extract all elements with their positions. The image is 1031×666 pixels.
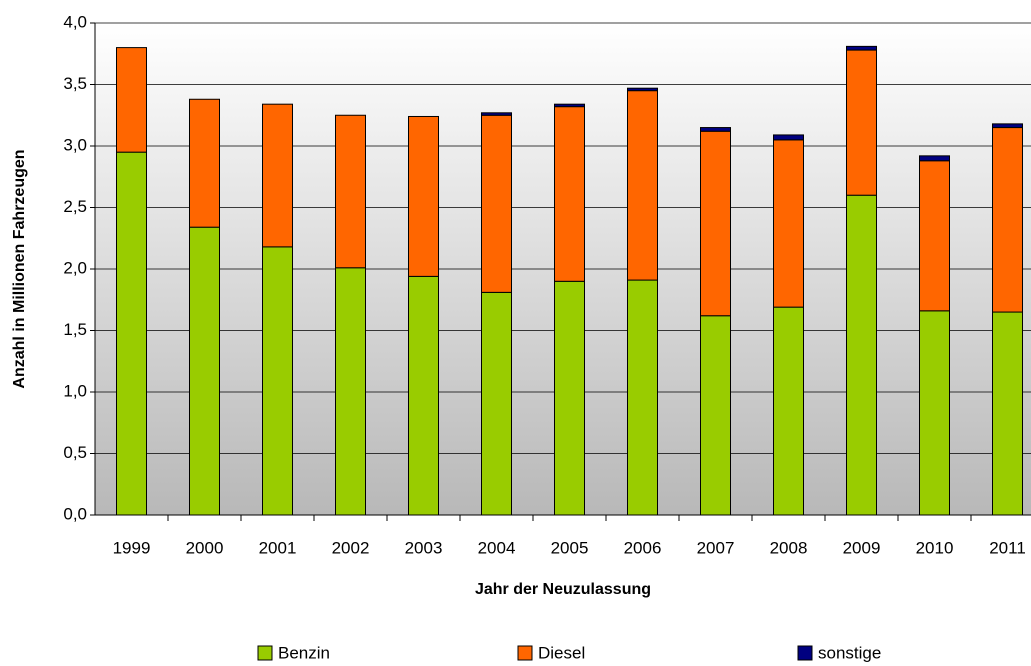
legend-label: sonstige xyxy=(818,643,881,662)
bar-segment xyxy=(919,160,950,312)
x-tick-label: 2011 xyxy=(989,538,1026,557)
x-tick-label: 2006 xyxy=(624,538,662,557)
bar-segment xyxy=(627,279,658,516)
bar-segment xyxy=(773,306,804,516)
bar-segment xyxy=(116,151,147,516)
bar-segment xyxy=(408,115,439,277)
x-tick-label: 2001 xyxy=(259,538,297,557)
bar-segment xyxy=(262,103,293,248)
y-tick-label: 0,0 xyxy=(63,504,87,523)
y-tick-label: 2,5 xyxy=(63,197,87,216)
y-tick-label: 3,0 xyxy=(63,135,87,154)
bar-segment xyxy=(992,311,1023,516)
bar-segment xyxy=(116,47,147,153)
bar-segment xyxy=(189,226,220,516)
y-tick-label: 2,0 xyxy=(63,258,87,277)
x-tick-label: 2009 xyxy=(843,538,881,557)
x-tick-label: 2003 xyxy=(405,538,443,557)
bar-segment xyxy=(992,123,1023,129)
bar-segment xyxy=(919,310,950,516)
bar-segment xyxy=(262,246,293,516)
x-tick-label: 2008 xyxy=(770,538,808,557)
bar-segment xyxy=(700,315,731,516)
bar-segment xyxy=(408,275,439,516)
x-tick-label: 2007 xyxy=(697,538,735,557)
legend-label: Benzin xyxy=(278,643,330,662)
bar-segment xyxy=(846,194,877,516)
legend-swatch xyxy=(797,645,813,661)
x-tick-label: 2005 xyxy=(551,538,589,557)
bar-segment xyxy=(700,127,731,132)
legend-label: Diesel xyxy=(538,643,585,662)
bar-segment xyxy=(554,280,585,516)
bar-segment xyxy=(627,87,658,92)
x-tick-label: 2000 xyxy=(186,538,224,557)
y-tick-label: 1,0 xyxy=(63,381,87,400)
y-tick-label: 3,5 xyxy=(63,74,87,93)
legend-swatch xyxy=(257,645,273,661)
y-tick-label: 0,5 xyxy=(63,443,87,462)
bar-segment xyxy=(773,134,804,141)
bar-segment xyxy=(919,155,950,162)
bar-segment xyxy=(335,114,366,269)
bar-segment xyxy=(481,114,512,293)
bar-segment xyxy=(481,112,512,116)
bar-segment xyxy=(554,103,585,108)
x-tick-label: 2004 xyxy=(478,538,516,557)
bar-segment xyxy=(481,291,512,516)
y-tick-label: 1,5 xyxy=(63,320,87,339)
y-axis-label: Anzahl in Millionen Fahrzeugen xyxy=(11,149,28,388)
x-tick-label: 2002 xyxy=(332,538,370,557)
x-tick-label: 1999 xyxy=(113,538,151,557)
bar-segment xyxy=(846,49,877,196)
legend-swatch xyxy=(517,645,533,661)
bar-segment xyxy=(189,98,220,228)
bar-segment xyxy=(627,90,658,281)
bar-segment xyxy=(846,45,877,51)
bar-segment xyxy=(773,139,804,308)
bar-segment xyxy=(554,106,585,282)
bar-segment xyxy=(335,267,366,516)
y-tick-label: 4,0 xyxy=(63,12,87,31)
x-axis-label: Jahr der Neuzulassung xyxy=(475,581,651,598)
bar-segment xyxy=(700,130,731,317)
x-tick-label: 2010 xyxy=(916,538,954,557)
bar-segment xyxy=(992,127,1023,313)
